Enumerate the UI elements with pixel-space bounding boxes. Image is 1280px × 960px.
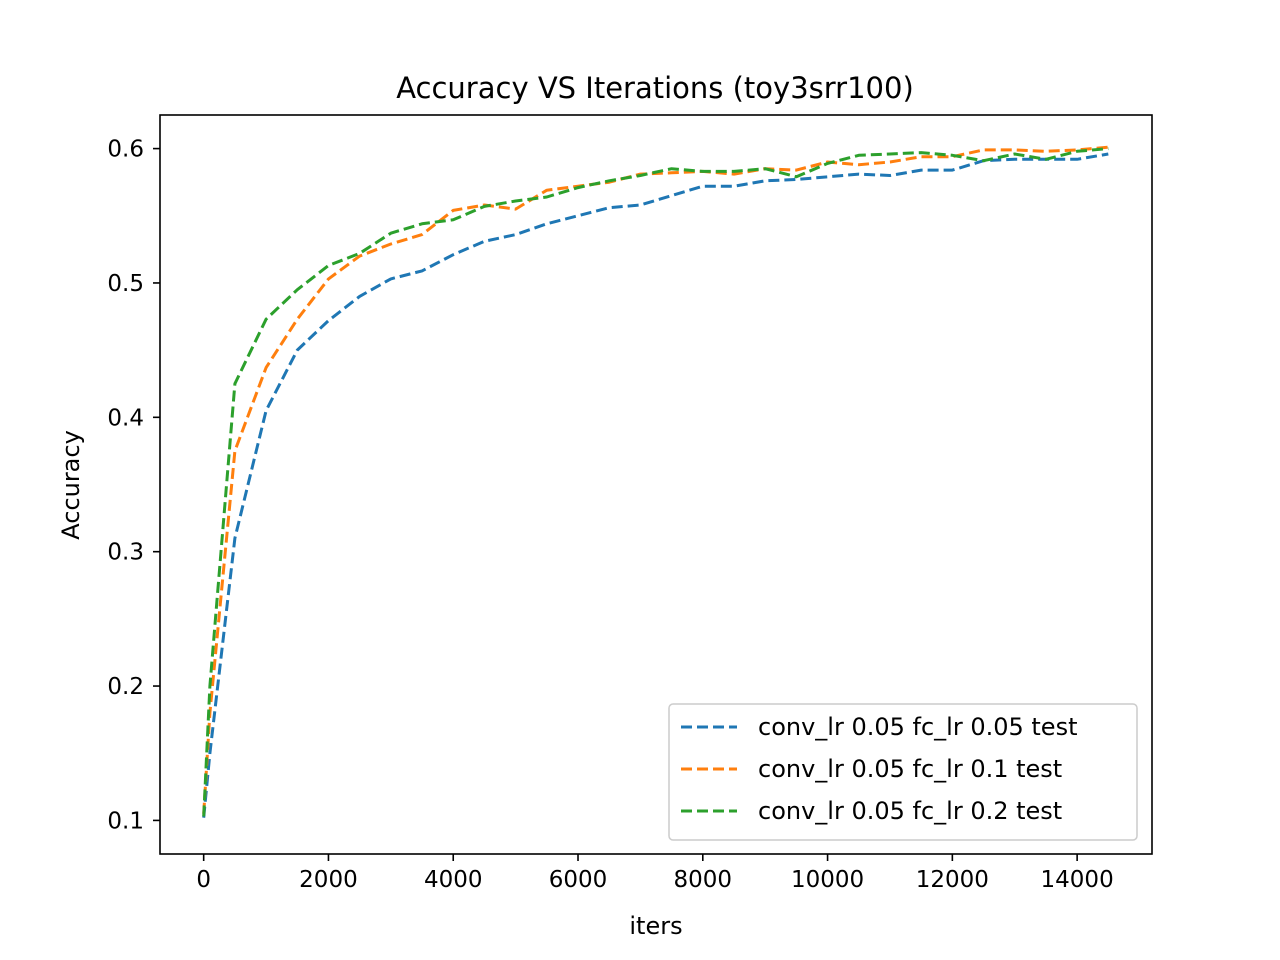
- x-tick-label: 4000: [424, 867, 483, 893]
- y-axis-title: Accuracy: [57, 430, 85, 540]
- y-tick-label: 0.2: [107, 674, 144, 700]
- y-tick-label: 0.4: [107, 405, 144, 431]
- y-tick-label: 0.5: [107, 271, 144, 297]
- x-tick-label: 6000: [549, 867, 608, 893]
- legend-label-3: conv_lr 0.05 fc_lr 0.2 test: [758, 797, 1062, 825]
- series-line-1: [202, 152, 1109, 818]
- x-tick-label: 12000: [916, 867, 989, 893]
- x-tick-label: 14000: [1041, 867, 1114, 893]
- x-axis-title: iters: [629, 912, 682, 940]
- x-axis: 0 2000 4000 6000 8000 10000 12000 14000: [196, 854, 1114, 893]
- legend: conv_lr 0.05 fc_lr 0.05 test conv_lr 0.05…: [668, 703, 1138, 841]
- x-tick-label: 2000: [299, 867, 358, 893]
- y-tick-label: 0.3: [107, 540, 144, 566]
- plot-lines: [202, 145, 1109, 818]
- y-tick-label: 0.6: [107, 137, 144, 163]
- y-axis: 0.1 0.2 0.3 0.4 0.5 0.6: [107, 137, 160, 834]
- chart-title: Accuracy VS Iterations (toy3srr100): [396, 71, 914, 105]
- legend-box: [668, 703, 1138, 841]
- legend-label-1: conv_lr 0.05 fc_lr 0.05 test: [758, 713, 1078, 741]
- legend-label-2: conv_lr 0.05 fc_lr 0.1 test: [758, 755, 1062, 783]
- plot-frame: [159, 114, 1153, 855]
- x-tick-label: 10000: [791, 867, 864, 893]
- series-line-3: [202, 147, 1109, 817]
- y-tick-label: 0.1: [107, 808, 144, 834]
- x-tick-label: 8000: [674, 867, 733, 893]
- x-tick-label: 0: [196, 867, 211, 893]
